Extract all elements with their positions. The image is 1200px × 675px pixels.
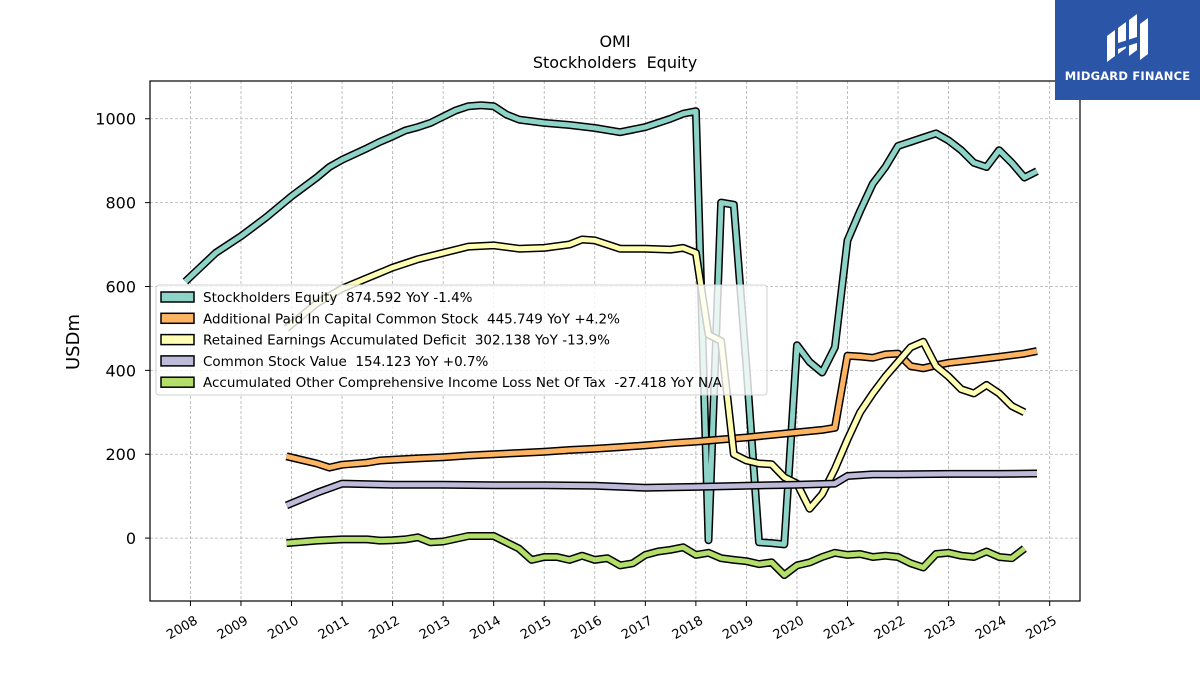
x-tick-label: 2024: [973, 613, 1009, 643]
x-tick-label: 2015: [518, 613, 554, 643]
x-tick-label: 2018: [670, 613, 706, 643]
x-tick-label: 2019: [720, 613, 756, 643]
legend-label-3: Common Stock Value 154.123 YoY +0.7%: [203, 354, 489, 370]
series-line-1: [285, 348, 1038, 471]
series-line-4: [286, 533, 1026, 578]
chart-subtitle: Stockholders Equity: [533, 53, 697, 72]
x-tick-label: 2025: [1024, 613, 1060, 643]
x-tick-label: 2022: [872, 613, 908, 643]
x-tick-label: 2009: [215, 613, 251, 643]
brand-logo: MIDGARD FINANCE: [1055, 0, 1200, 100]
x-tick-label: 2021: [821, 613, 857, 643]
legend-swatch-0: [160, 291, 195, 303]
x-tick-label: 2017: [619, 613, 655, 643]
midgard-logo-icon: [1107, 14, 1148, 62]
legend: Stockholders Equity 874.592 YoY -1.4% Add…: [155, 284, 768, 396]
legend-swatch-1: [160, 312, 195, 325]
y-axis-label: USDm: [63, 314, 84, 370]
brand-name: MIDGARD FINANCE: [1064, 69, 1191, 83]
y-tick-label: 200: [105, 445, 136, 464]
x-tick-label: 2008: [164, 613, 200, 643]
legend-label-0: Stockholders Equity 874.592 YoY -1.4%: [203, 290, 473, 306]
legend-label-1: Additional Paid In Capital Common Stock …: [203, 311, 620, 327]
y-tick-label: 0: [126, 529, 136, 548]
legend-label-2: Retained Earnings Accumulated Deficit 30…: [203, 333, 610, 349]
series-line-3: [285, 471, 1038, 508]
x-tick-label: 2010: [265, 613, 301, 643]
legend-swatch-4: [160, 376, 195, 388]
series-line-2: [284, 237, 1026, 512]
y-tick-label: 400: [105, 361, 136, 380]
chart-title: OMI: [599, 32, 630, 51]
legend-label-4: Accumulated Other Comprehensive Income L…: [203, 375, 723, 391]
x-tick-label: 2020: [771, 613, 807, 643]
y-tick-label: 800: [105, 194, 136, 213]
y-tick-label: 600: [105, 277, 136, 296]
x-tick-label: 2023: [922, 613, 958, 643]
x-tick-label: 2012: [366, 613, 402, 643]
plot-frame: [149, 80, 1081, 602]
x-tick-label: 2016: [569, 613, 605, 643]
legend-swatch-3: [160, 355, 195, 367]
series-line-0: [183, 102, 1039, 547]
series-layer: [182, 101, 1039, 579]
legend-box: [155, 284, 768, 396]
x-tick-label: 2011: [316, 613, 352, 643]
x-tick-label: 2013: [417, 613, 453, 643]
y-tick-label: 1000: [95, 110, 136, 129]
legend-swatch-2: [160, 333, 195, 346]
x-tick-label: 2014: [468, 613, 504, 643]
